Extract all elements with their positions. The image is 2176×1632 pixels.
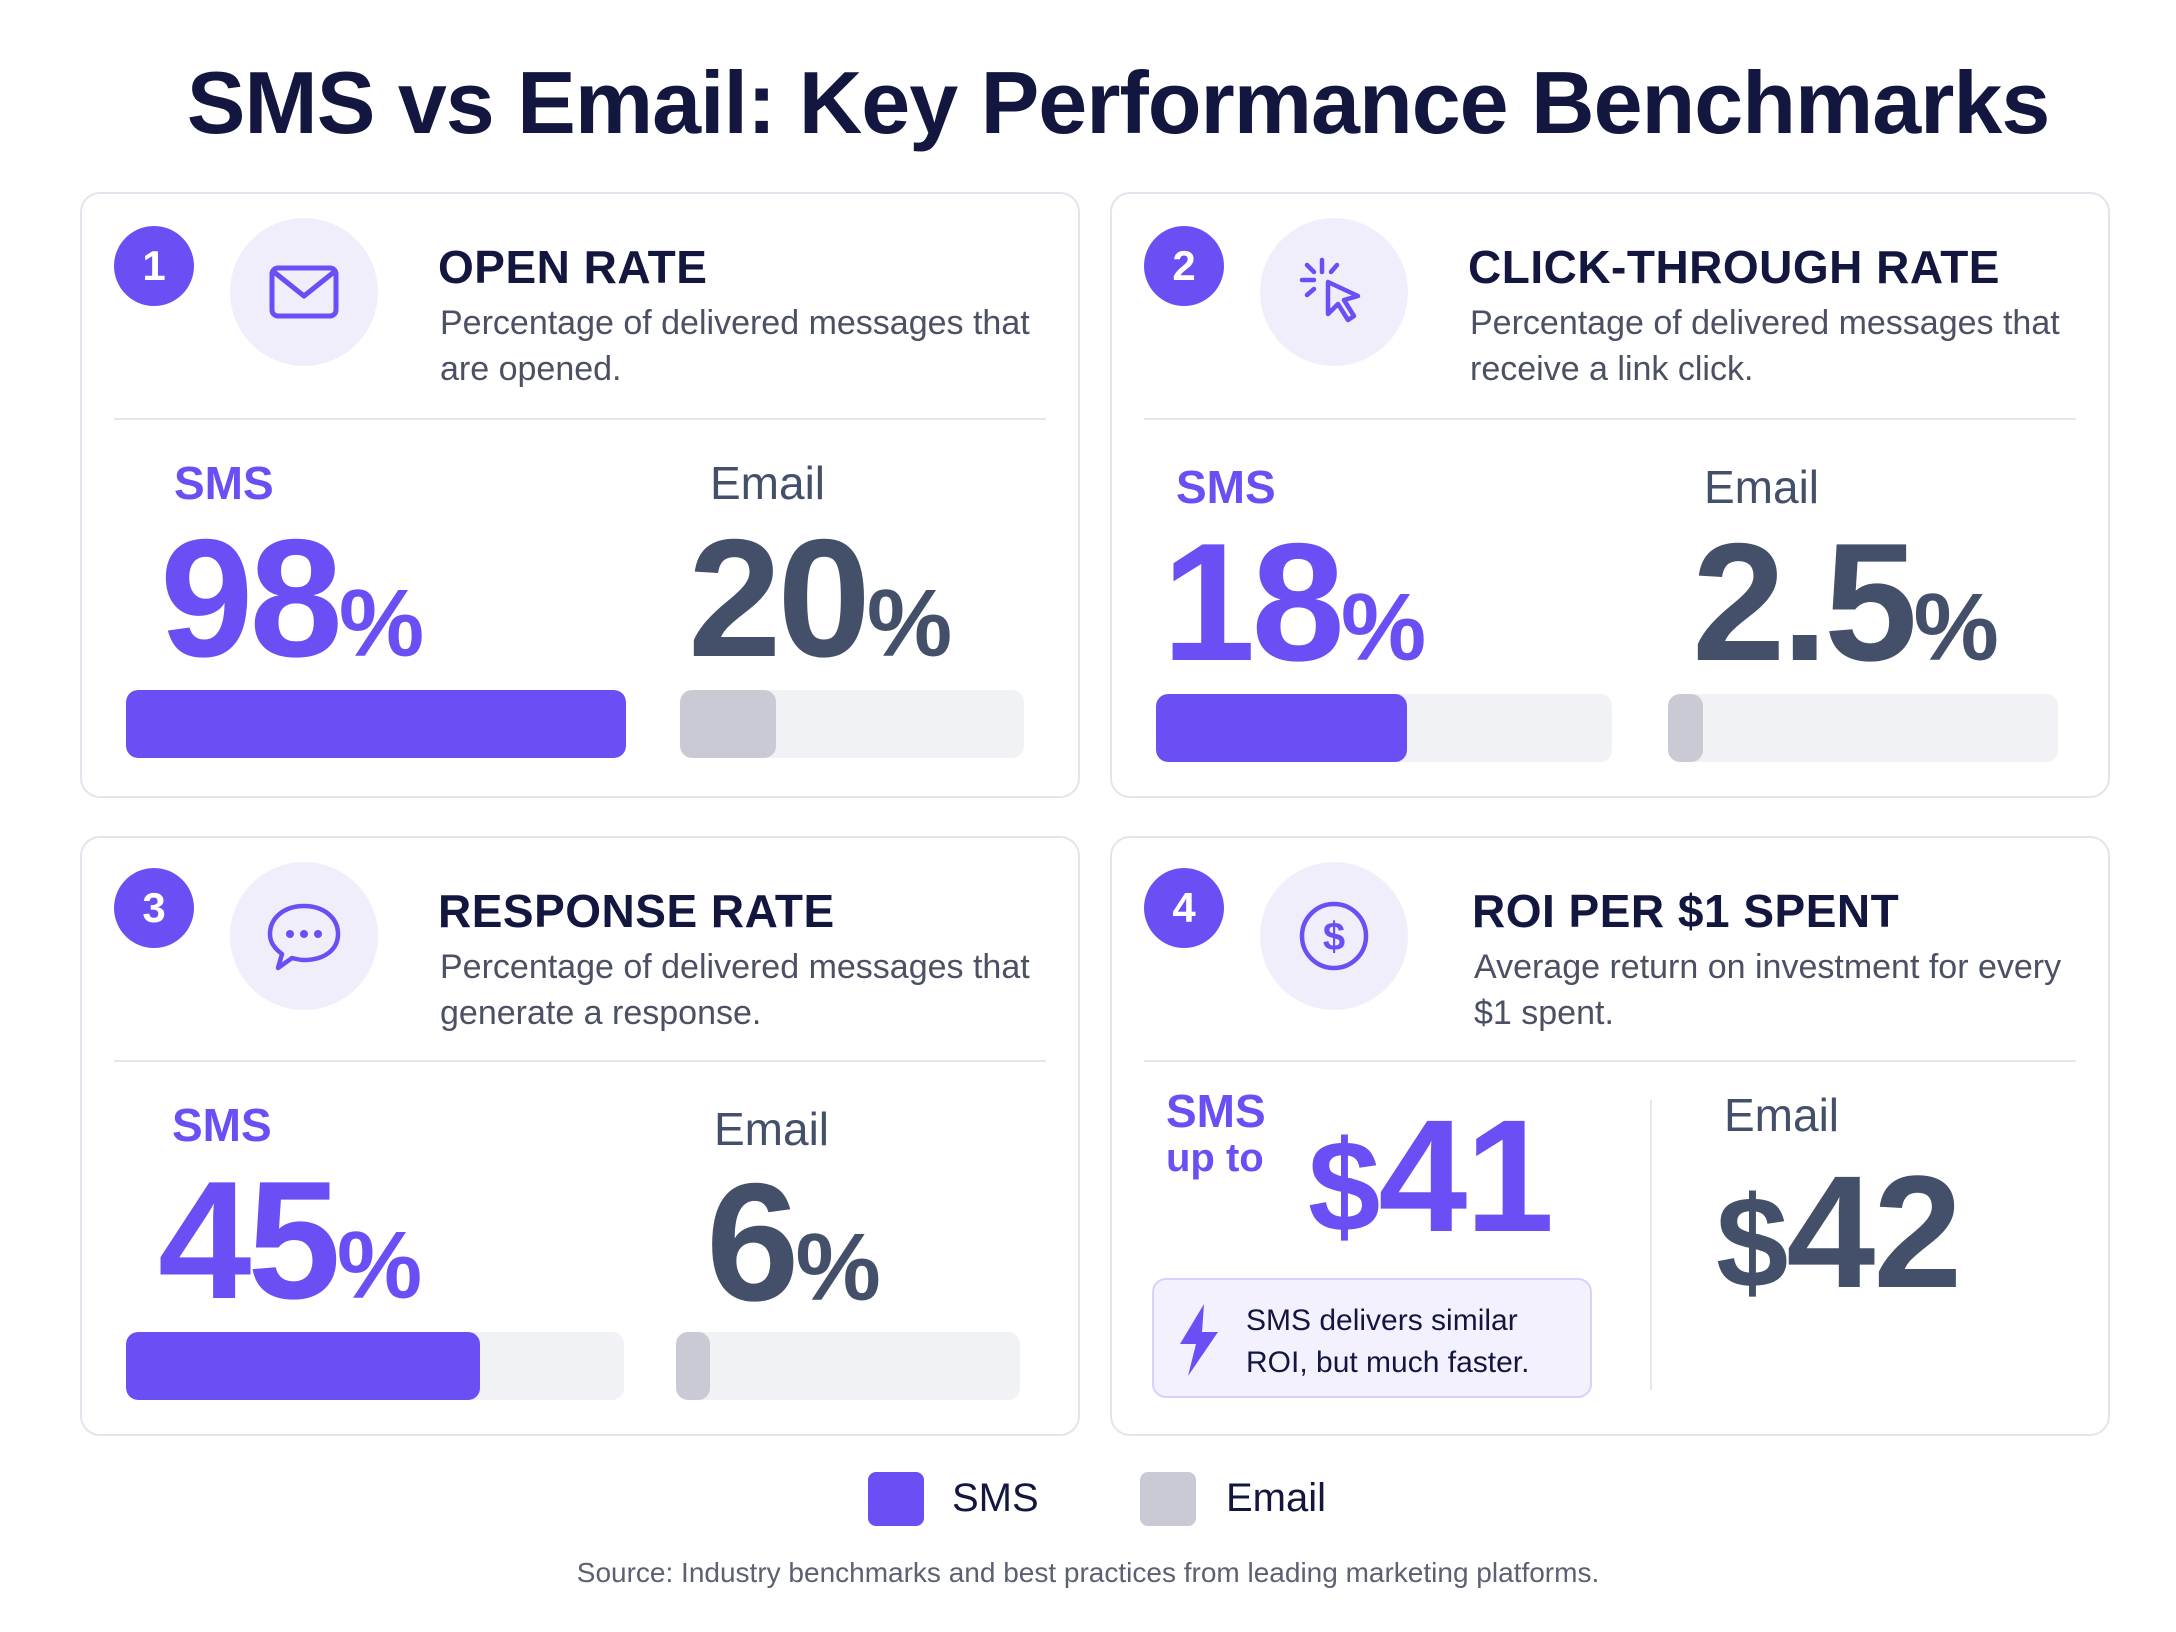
- card-number-badge: 4: [1144, 868, 1224, 948]
- sms-label: SMS: [174, 457, 274, 509]
- roi-callout: SMS delivers similar ROI, but much faste…: [1152, 1278, 1592, 1398]
- card-roi-per-dollar: 4 $ ROI PER $1 SPENT Average return on i…: [1110, 836, 2110, 1436]
- email-label: Email: [1704, 461, 1820, 513]
- email-bar-track: [1668, 694, 2058, 762]
- legend-label-sms: SMS: [952, 1476, 1039, 1520]
- vertical-divider: [1650, 1100, 1652, 1390]
- sms-bar-track: [126, 1332, 624, 1400]
- sms-label: SMS: [1166, 1085, 1266, 1137]
- email-label: Email: [710, 457, 826, 509]
- sms-value: $41: [1308, 1086, 1554, 1265]
- card-open-rate: 1 OPEN RATE Percentage of delivered mess…: [80, 192, 1080, 798]
- email-label: Email: [1724, 1089, 1840, 1141]
- divider: [1144, 418, 2076, 420]
- card-description: Percentage of delivered messages that re…: [1470, 304, 2060, 388]
- card-title: ROI PER $1 SPENT: [1472, 885, 1900, 937]
- divider: [114, 418, 1046, 420]
- divider: [1144, 1060, 2076, 1062]
- legend-swatch-sms: [868, 1472, 924, 1526]
- card-click-through-rate: 2 CLICK-THROUGH RATE Percentage of deliv…: [1110, 192, 2110, 798]
- dollar-coin-icon: $: [1260, 862, 1408, 1010]
- email-bar-fill: [680, 690, 777, 758]
- email-bar-fill: [1668, 694, 1704, 762]
- card-description: Percentage of delivered messages that ge…: [440, 948, 1030, 1032]
- email-value: 20%: [688, 504, 953, 692]
- divider: [114, 1060, 1046, 1062]
- email-value: $42: [1716, 1142, 1962, 1321]
- page-title: SMS vs Email: Key Performance Benchmarks: [186, 53, 2051, 152]
- card-description: Average return on investment for every $…: [1474, 948, 2062, 1032]
- sms-label: SMS: [172, 1099, 272, 1151]
- email-bar-fill: [676, 1332, 711, 1400]
- email-label: Email: [714, 1103, 830, 1155]
- card-description: Percentage of delivered messages that ar…: [440, 304, 1030, 388]
- legend-label-email: Email: [1226, 1476, 1327, 1520]
- card-number-badge: 1: [114, 226, 194, 306]
- card-number-badge: 2: [1144, 226, 1224, 306]
- sms-value: 98%: [160, 504, 425, 692]
- envelope-icon: [230, 218, 378, 366]
- legend-swatch-email: [1140, 1472, 1196, 1526]
- email-bar-track: [676, 1332, 1020, 1400]
- card-response-rate: 3 RESPONSE RATE Percentage of delivered …: [80, 836, 1080, 1436]
- card-title: RESPONSE RATE: [438, 885, 835, 937]
- sms-prefix: up to: [1166, 1136, 1264, 1180]
- sms-bar-track: [1156, 694, 1612, 762]
- sms-bar-track: [126, 690, 626, 758]
- card-title: CLICK-THROUGH RATE: [1468, 241, 2000, 293]
- card-number-badge: 3: [114, 868, 194, 948]
- sms-bar-fill: [1156, 694, 1407, 762]
- sms-bar-fill: [126, 690, 626, 758]
- email-value: 6%: [706, 1148, 881, 1336]
- sms-label: SMS: [1176, 461, 1276, 513]
- email-value: 2.5%: [1692, 508, 1999, 696]
- sms-value: 18%: [1162, 508, 1427, 696]
- lightning-icon: [1180, 1304, 1218, 1376]
- chat-bubble-icon: [230, 862, 378, 1010]
- email-bar-track: [680, 690, 1024, 758]
- sms-bar-fill: [126, 1332, 480, 1400]
- callout-text: SMS delivers similar ROI, but much faste…: [1246, 1304, 1530, 1379]
- cursor-click-icon: [1260, 218, 1408, 366]
- svg-text:$: $: [1323, 915, 1345, 959]
- source-note: Source: Industry benchmarks and best pra…: [576, 1557, 1600, 1588]
- card-title: OPEN RATE: [438, 241, 708, 293]
- legend: SMS Email: [0, 1470, 2176, 1530]
- sms-value: 45%: [158, 1146, 423, 1334]
